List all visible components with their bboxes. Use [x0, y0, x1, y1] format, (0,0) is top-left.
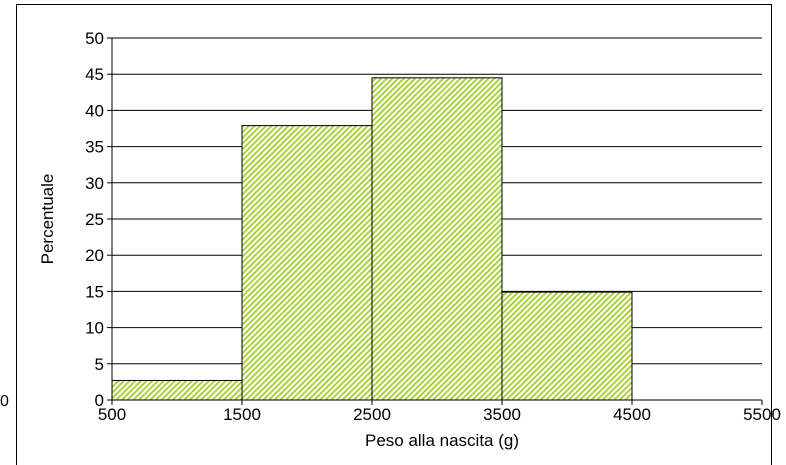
frame-top-border	[16, 4, 772, 5]
y-axis-label: Percentuale	[38, 174, 57, 265]
y-tick-label-45: 45	[85, 65, 104, 84]
stray-tick-label: 0	[0, 393, 9, 410]
bar-1	[241, 125, 373, 401]
y-tick-labels: 0 5 10 15 20 25 30 35 40 45 50	[85, 29, 104, 410]
x-tick-label-3500: 3500	[483, 405, 521, 424]
y-tick-label-0: 0	[95, 391, 104, 410]
frame-right-border	[771, 4, 772, 465]
y-tick-label-35: 35	[85, 138, 104, 157]
x-tick-labels: 500 1500 2500 3500 4500 5500	[98, 405, 781, 424]
axes	[107, 37, 763, 405]
y-tick-label-50: 50	[85, 29, 104, 48]
y-tick-label-10: 10	[85, 319, 104, 338]
frame-left-border	[16, 4, 17, 465]
y-tick-label-40: 40	[85, 101, 104, 120]
x-tick-label-4500: 4500	[613, 405, 651, 424]
y-tick-label-5: 5	[95, 355, 104, 374]
bar-2	[371, 77, 503, 401]
y-tick-label-20: 20	[85, 246, 104, 265]
x-tick-label-1500: 1500	[223, 405, 261, 424]
y-tick-label-30: 30	[85, 174, 104, 193]
grid-lines	[112, 37, 762, 365]
bar-0	[111, 379, 243, 401]
bar-3	[501, 291, 633, 401]
x-tick-label-500: 500	[98, 405, 126, 424]
x-tick-label-2500: 2500	[353, 405, 391, 424]
x-tick-label-5500: 5500	[743, 405, 781, 424]
bars	[111, 77, 633, 401]
y-tick-label-25: 25	[85, 210, 104, 229]
y-tick-label-15: 15	[85, 282, 104, 301]
x-axis-label: Peso alla nascita (g)	[365, 431, 519, 450]
